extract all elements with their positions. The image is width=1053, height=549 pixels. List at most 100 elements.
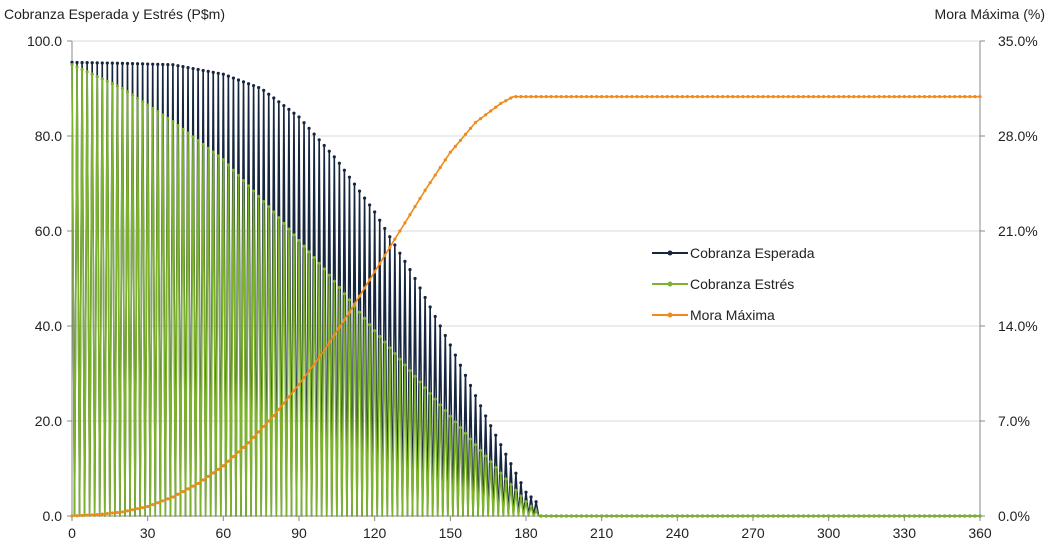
cobranza-estres-point: [772, 514, 775, 517]
mora-maxima-point: [867, 95, 870, 98]
mora-maxima-point: [393, 238, 396, 241]
cobranza-estres-point: [176, 124, 179, 127]
cobranza-estres-point: [686, 514, 689, 517]
cobranza-estres-point: [474, 443, 477, 446]
cobranza-esperada-point: [75, 61, 78, 64]
mora-maxima-point: [605, 95, 608, 98]
cobranza-estres-point: [146, 104, 149, 107]
cobranza-estres-point: [156, 110, 159, 113]
mora-maxima-point: [494, 106, 497, 109]
cobranza-esperada-point: [489, 424, 492, 427]
cobranza-estres-point: [595, 514, 598, 517]
mora-maxima-point: [101, 513, 104, 516]
cobranza-esperada-point: [247, 82, 250, 85]
cobranza-esperada-point: [408, 268, 411, 271]
mora-maxima-point: [368, 278, 371, 281]
mora-maxima-point: [434, 173, 437, 176]
cobranza-estres-point: [620, 514, 623, 517]
cobranza-estres-point: [948, 514, 951, 517]
cobranza-estres-point: [640, 514, 643, 517]
left-tick-label: 40.0: [35, 318, 62, 334]
cobranza-estres-point: [479, 449, 482, 452]
cobranza-esperada-point: [534, 500, 537, 503]
cobranza-esperada-point: [529, 495, 532, 498]
cobranza-estres-point: [257, 195, 260, 198]
mora-maxima-point: [978, 95, 981, 98]
cobranza-estres-point: [918, 514, 921, 517]
cobranza-estres-point: [272, 210, 275, 213]
cobranza-esperada-point: [287, 108, 290, 111]
mora-maxima-point: [524, 95, 527, 98]
mora-maxima-point: [782, 95, 785, 98]
cobranza-estres-point: [923, 514, 926, 517]
cobranza-estres-point: [136, 97, 139, 100]
mora-maxima-point: [166, 497, 169, 500]
mora-maxima-point: [888, 95, 891, 98]
mora-maxima-point: [691, 95, 694, 98]
cobranza-estres-point: [953, 514, 956, 517]
cobranza-estres-point: [878, 514, 881, 517]
cobranza-esperada-point: [519, 481, 522, 484]
x-tick-label: 240: [666, 525, 690, 541]
cobranza-estres-point: [378, 335, 381, 338]
mora-maxima-point: [898, 95, 901, 98]
mora-maxima-point: [933, 95, 936, 98]
mora-maxima-point: [504, 99, 507, 102]
mora-maxima-point: [474, 121, 477, 124]
cobranza-estres-point: [191, 135, 194, 138]
mora-maxima-point: [767, 95, 770, 98]
cobranza-esperada-point: [434, 315, 437, 318]
cobranza-estres-point: [560, 514, 563, 517]
mora-maxima-point: [418, 197, 421, 200]
cobranza-esperada-point: [116, 62, 119, 65]
mora-maxima-point: [176, 493, 179, 496]
cobranza-estres-point: [449, 415, 452, 418]
mora-maxima-point: [973, 95, 976, 98]
mora-maxima-point: [403, 221, 406, 224]
mora-maxima-point: [656, 95, 659, 98]
cobranza-estres-point: [166, 117, 169, 120]
mora-maxima-point: [661, 95, 664, 98]
cobranza-esperada-point: [302, 121, 305, 124]
cobranza-estres-point: [913, 514, 916, 517]
cobranza-estres-point: [207, 147, 210, 150]
cobranza-estres-point: [817, 514, 820, 517]
mora-maxima-point: [388, 246, 391, 249]
cobranza-esperada-point: [146, 62, 149, 65]
cobranza-estres-point: [237, 174, 240, 177]
cobranza-estres-point: [968, 514, 971, 517]
cobranza-estres-point: [933, 514, 936, 517]
x-tick-label: 150: [439, 525, 463, 541]
x-tick-label: 60: [216, 525, 232, 541]
mora-maxima-point: [741, 95, 744, 98]
mora-maxima-point: [96, 513, 99, 516]
mora-maxima-point: [479, 117, 482, 120]
cobranza-estres-point: [883, 514, 886, 517]
right-tick-label: 28.0%: [998, 128, 1038, 144]
cobranza-esperada-point: [328, 150, 331, 153]
cobranza-esperada-point: [464, 374, 467, 377]
cobranza-estres-point: [504, 477, 507, 480]
cobranza-estres-point: [534, 510, 537, 513]
cobranza-estres-point: [338, 286, 341, 289]
mora-maxima-point: [459, 139, 462, 142]
cobranza-estres-point: [842, 514, 845, 517]
cobranza-esperada-point: [459, 364, 462, 367]
cobranza-estres-point: [75, 66, 78, 69]
mora-maxima-point: [307, 369, 310, 372]
cobranza-estres-point: [307, 250, 310, 253]
mora-maxima-point: [736, 95, 739, 98]
cobranza-esperada-point: [418, 286, 421, 289]
mora-maxima-point: [625, 95, 628, 98]
mora-maxima-point: [413, 205, 416, 208]
cobranza-estres-point: [106, 80, 109, 83]
mora-maxima-point: [862, 95, 865, 98]
cobranza-estres-point: [181, 128, 184, 131]
cobranza-estres-point: [323, 267, 326, 270]
cobranza-estres-point: [555, 514, 558, 517]
mora-maxima-point: [232, 455, 235, 458]
cobranza-estres-point: [600, 514, 603, 517]
cobranza-esperada-point: [524, 491, 527, 494]
mora-maxima-point: [580, 95, 583, 98]
cobranza-estres-point: [131, 94, 134, 97]
